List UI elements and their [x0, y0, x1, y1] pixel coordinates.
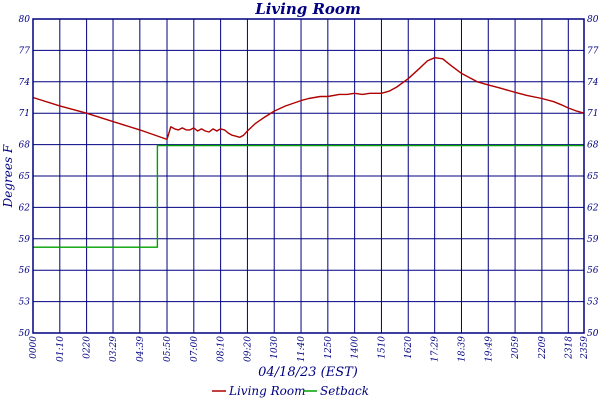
y-tick-label-left: 74 [19, 78, 31, 88]
x-tick-label: 2359 [580, 336, 590, 360]
y-axis-right: 50 53 56 59 62 65 68 71 74 77 80 [587, 15, 599, 339]
x-tick-label: 08:10 [217, 336, 227, 362]
y-tick-label-right: 77 [587, 46, 599, 56]
y-tick-label-right: 56 [587, 266, 599, 276]
x-tick-label: 2059 [511, 336, 521, 360]
y-tick-label-left: 62 [19, 203, 31, 213]
x-tick-label: 03:29 [109, 336, 119, 362]
x-axis-title: 04/18/23 (EST) [258, 365, 358, 380]
series-group [32, 57, 585, 248]
x-tick-label: 0220 [83, 336, 93, 359]
y-tick-label-right: 62 [587, 203, 599, 213]
y-tick-label-left: 59 [19, 235, 31, 245]
plot-frame [32, 18, 585, 334]
x-axis: 0000 01:10 0220 03:29 04:39 05:50 07:00 08:10 09… [29, 336, 590, 362]
x-tick-label: 1620 [404, 336, 414, 359]
y-tick-label-right: 68 [587, 141, 599, 151]
series-line-setback [33, 144, 584, 248]
x-tick-label: 2209 [538, 336, 548, 360]
y-tick-label-right: 65 [587, 172, 599, 182]
y-tick-label-right: 80 [587, 15, 599, 25]
y-tick-label-right: 50 [587, 329, 599, 339]
y-tick-label-left: 77 [19, 46, 31, 56]
y-axis-title: Degrees F [1, 144, 15, 208]
x-tick-label: 17:29 [431, 336, 441, 362]
series-line-living-room [32, 57, 585, 141]
y-tick-label-right: 74 [587, 78, 599, 88]
y-tick-label-left: 80 [19, 15, 31, 25]
y-tick-label-left: 53 [19, 298, 31, 308]
x-tick-label: 19:49 [484, 336, 494, 362]
y-tick-label-left: 56 [19, 266, 31, 276]
y-tick-label-left: 50 [19, 329, 31, 339]
x-tick-label: 1510 [377, 336, 387, 359]
chart-title: Living Room [254, 0, 361, 18]
y-tick-label-left: 65 [19, 172, 31, 182]
x-tick-label: 1030 [270, 336, 280, 359]
y-tick-label-right: 53 [587, 298, 599, 308]
x-tick-label: 07:00 [190, 336, 200, 362]
y-tick-label-left: 71 [19, 109, 30, 119]
x-tick-label: 1400 [351, 336, 361, 359]
x-tick-label: 2318 [564, 336, 574, 360]
x-tick-label: 0000 [29, 336, 39, 359]
x-tick-label: 09:20 [243, 336, 253, 362]
y-tick-label-right: 71 [587, 109, 598, 119]
x-tick-label: 1250 [324, 336, 334, 359]
legend-label-setback: Setback [320, 384, 369, 398]
x-tick-label: 11:40 [297, 336, 307, 362]
y-axis-left: 50 53 56 59 62 65 68 71 74 77 80 [19, 15, 31, 339]
x-tick-label: 05:50 [163, 336, 173, 362]
x-tick-label: 18:39 [457, 336, 467, 362]
x-tick-label: 01:10 [56, 336, 66, 362]
x-tick-label: 04:39 [136, 336, 146, 362]
legend-label-living-room: Living Room [228, 384, 306, 398]
y-tick-label-left: 68 [19, 141, 31, 151]
y-tick-label-right: 59 [587, 235, 599, 245]
legend: Living Room Setback [212, 384, 369, 398]
